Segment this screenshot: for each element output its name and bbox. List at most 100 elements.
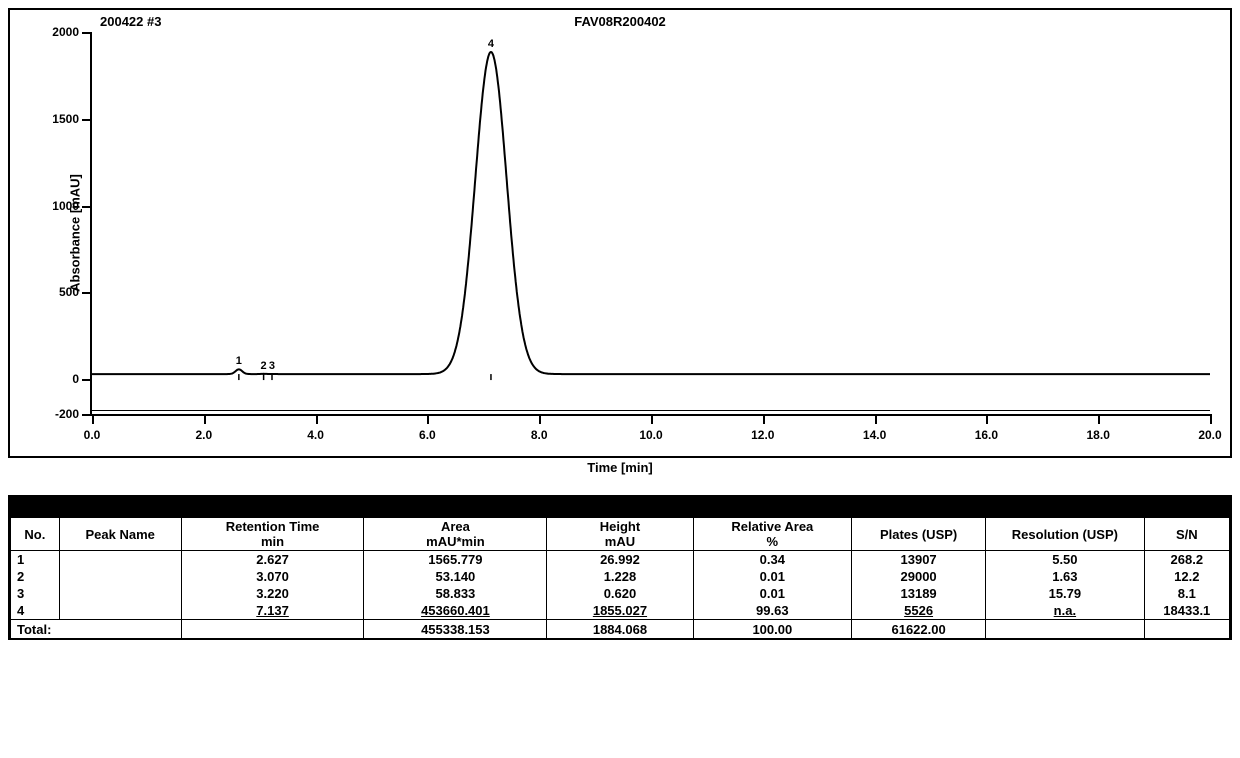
- table-total-cell: 100.00: [693, 620, 851, 639]
- table-total-row: Total: 455338.1531884.068100.0061622.00: [11, 620, 1230, 639]
- table-cell: 1855.027: [547, 602, 693, 620]
- x-tick-label: 4.0: [307, 428, 324, 442]
- table-cell: 0.620: [547, 585, 693, 602]
- table-header: Peak Name: [59, 518, 181, 551]
- table-cell: 5526: [852, 602, 986, 620]
- table-cell: 53.140: [364, 568, 547, 585]
- table-total-cell: 61622.00: [852, 620, 986, 639]
- y-tick-label: 0: [37, 372, 79, 386]
- peak-label: 3: [269, 360, 275, 372]
- x-tick-label: 10.0: [639, 428, 662, 442]
- table-cell: 5.50: [986, 551, 1144, 569]
- x-tick-label: 16.0: [975, 428, 998, 442]
- x-tick: [427, 414, 429, 424]
- table-cell: 1.228: [547, 568, 693, 585]
- x-tick: [316, 414, 318, 424]
- table-total-cell: [1144, 620, 1229, 639]
- x-tick-label: 18.0: [1087, 428, 1110, 442]
- table-header: Plates (USP): [852, 518, 986, 551]
- table-cell: 12.2: [1144, 568, 1229, 585]
- table-row: 12.6271565.77926.9920.34139075.50268.2: [11, 551, 1230, 569]
- table-cell: 18433.1: [1144, 602, 1229, 620]
- table-row: 2 3.07053.1401.2280.01290001.6312.2: [11, 568, 1230, 585]
- table-cell: 3.220: [181, 585, 364, 602]
- x-tick-label: 6.0: [419, 428, 436, 442]
- x-tick: [651, 414, 653, 424]
- table-row: 4 7.137453660.4011855.02799.635526n.a.184…: [11, 602, 1230, 620]
- x-tick-label: 2.0: [195, 428, 212, 442]
- table-cell: 453660.401: [364, 602, 547, 620]
- table-cell: 1: [11, 551, 60, 569]
- x-tick-label: 12.0: [751, 428, 774, 442]
- table-cell: 26.992: [547, 551, 693, 569]
- chart-title: FAV08R200402: [574, 14, 666, 29]
- y-tick: [82, 379, 92, 381]
- x-tick-label: 14.0: [863, 428, 886, 442]
- plot-area: -20005001000150020000.02.04.06.08.010.01…: [90, 32, 1210, 416]
- table-row: 33.22058.8330.6200.011318915.798.1: [11, 585, 1230, 602]
- peak-table: No.Peak NameRetention TimeminAreamAU*min…: [8, 495, 1232, 640]
- peak-label: 4: [488, 38, 494, 50]
- x-tick: [204, 414, 206, 424]
- table-cell: 3.070: [181, 568, 364, 585]
- table-header: AreamAU*min: [364, 518, 547, 551]
- table-cell: 268.2: [1144, 551, 1229, 569]
- x-tick: [92, 414, 94, 424]
- table-cell: n.a.: [986, 602, 1144, 620]
- table-cell: [59, 551, 181, 569]
- table-cell: [59, 568, 181, 585]
- y-tick-label: 1000: [37, 199, 79, 213]
- table-cell: 7.137: [181, 602, 364, 620]
- table-cell: 13907: [852, 551, 986, 569]
- peak-label: 1: [236, 355, 242, 367]
- table-cell: 58.833: [364, 585, 547, 602]
- table-cell: [59, 585, 181, 602]
- table-cell: 8.1: [1144, 585, 1229, 602]
- y-tick-label: -200: [37, 407, 79, 421]
- table-cell: 1.63: [986, 568, 1144, 585]
- y-tick-label: 1500: [37, 112, 79, 126]
- table-cell: 99.63: [693, 602, 851, 620]
- table-header-bar: [10, 497, 1230, 517]
- x-tick-label: 20.0: [1198, 428, 1221, 442]
- x-axis-label: Time [min]: [8, 460, 1232, 475]
- x-tick: [875, 414, 877, 424]
- table-total-cell: 1884.068: [547, 620, 693, 639]
- x-tick-label: 8.0: [531, 428, 548, 442]
- peak-label: 2: [261, 360, 267, 372]
- table-header: Resolution (USP): [986, 518, 1144, 551]
- table-total-cell: [181, 620, 364, 639]
- x-tick: [539, 414, 541, 424]
- table-header: Retention Timemin: [181, 518, 364, 551]
- table-cell: 4: [11, 602, 60, 620]
- table-cell: 1565.779: [364, 551, 547, 569]
- table-cell: 13189: [852, 585, 986, 602]
- table-cell: 0.34: [693, 551, 851, 569]
- chart-sample-id: 200422 #3: [100, 14, 161, 29]
- y-tick: [82, 32, 92, 34]
- table-total-cell: [986, 620, 1144, 639]
- table-header: HeightmAU: [547, 518, 693, 551]
- y-tick-label: 2000: [37, 25, 79, 39]
- y-tick: [82, 119, 92, 121]
- table-cell: 3: [11, 585, 60, 602]
- table-cell: 29000: [852, 568, 986, 585]
- table-header: Relative Area%: [693, 518, 851, 551]
- table-header: S/N: [1144, 518, 1229, 551]
- y-axis-label: Absorbance [mAU]: [67, 174, 82, 292]
- y-tick: [82, 206, 92, 208]
- y-tick-label: 500: [37, 285, 79, 299]
- x-tick: [763, 414, 765, 424]
- x-tick-label: 0.0: [84, 428, 101, 442]
- y-tick: [82, 292, 92, 294]
- table-total-cell: 455338.153: [364, 620, 547, 639]
- table-cell: [59, 602, 181, 620]
- table-total-cell: Total:: [11, 620, 182, 639]
- chromatogram-trace: [92, 52, 1210, 374]
- table-cell: 15.79: [986, 585, 1144, 602]
- table-cell: 0.01: [693, 568, 851, 585]
- table-cell: 2: [11, 568, 60, 585]
- x-tick: [1098, 414, 1100, 424]
- chromatogram-chart: 200422 #3 FAV08R200402 Absorbance [mAU] …: [8, 8, 1232, 458]
- x-tick: [1210, 414, 1212, 424]
